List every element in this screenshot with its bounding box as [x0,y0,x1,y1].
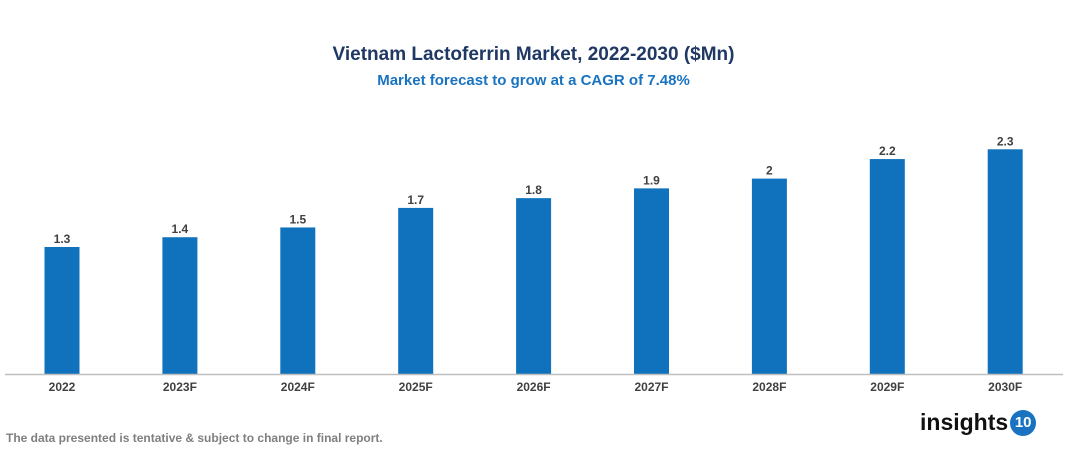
bar [162,237,198,374]
disclaimer-note: The data presented is tentative & subjec… [6,431,383,445]
data-label: 2.3 [997,134,1014,148]
chart-title: Vietnam Lactoferrin Market, 2022-2030 ($… [332,44,735,65]
data-label: 1.5 [289,212,306,226]
data-label: 1.3 [54,232,71,246]
bar [280,227,316,374]
x-tick-label: 2022 [49,380,76,394]
logo-text: insights [920,409,1009,435]
x-tick-label: 2028F [752,380,786,394]
chart-subtitle: Market forecast to grow at a CAGR of 7.4… [377,72,690,89]
x-tick-label: 2029F [870,380,904,394]
data-label: 1.8 [525,183,542,197]
bar [751,178,787,374]
data-label: 1.9 [643,173,660,187]
bar [44,246,80,374]
x-tick-label: 2023F [163,380,197,394]
x-tick-label: 2030F [988,380,1022,394]
data-label: 1.4 [172,222,189,236]
bar [634,188,669,374]
bar [516,198,552,374]
x-tick-label: 2026F [517,380,551,394]
x-tick-label: 2027F [634,380,668,394]
insights10-logo: insights 10 [920,409,1037,436]
x-tick-label: 2024F [281,380,315,394]
bar [398,207,434,374]
data-label: 2 [766,164,773,178]
bar [987,149,1023,374]
logo-number: 10 [1010,409,1037,436]
data-label: 1.7 [407,193,424,207]
data-label: 2.2 [879,144,896,158]
bar [869,159,905,374]
x-tick-label: 2025F [399,380,433,394]
